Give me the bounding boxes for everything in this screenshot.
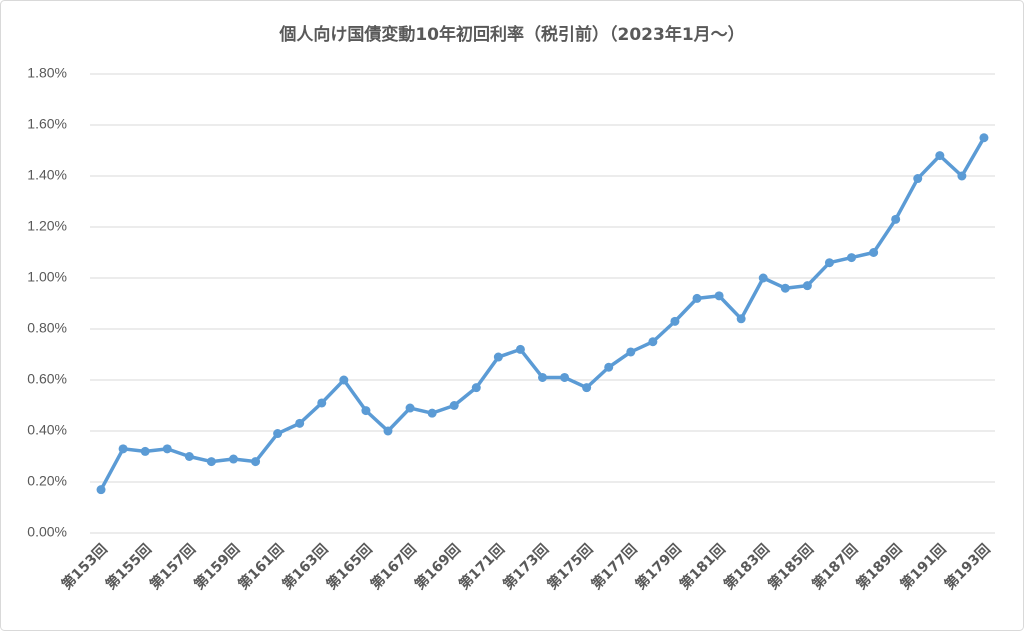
data-point bbox=[560, 372, 570, 382]
data-point bbox=[184, 452, 194, 461]
data-point bbox=[339, 375, 349, 385]
data-point bbox=[714, 291, 724, 301]
data-point bbox=[913, 174, 923, 184]
data-point bbox=[515, 344, 525, 354]
data-point bbox=[847, 253, 857, 263]
y-tick-label: 1.40% bbox=[27, 167, 67, 183]
data-point bbox=[692, 293, 702, 303]
data-point bbox=[449, 401, 459, 410]
data-point bbox=[383, 426, 393, 436]
data-point bbox=[317, 398, 327, 408]
y-tick-label: 1.20% bbox=[27, 218, 67, 234]
data-point bbox=[251, 457, 261, 467]
y-tick-label: 0.00% bbox=[27, 524, 67, 540]
y-tick-label: 0.80% bbox=[27, 320, 67, 336]
data-point bbox=[824, 258, 834, 268]
data-point bbox=[140, 446, 150, 456]
data-point bbox=[427, 408, 437, 418]
data-point bbox=[802, 281, 812, 291]
y-tick-label: 0.40% bbox=[27, 422, 67, 438]
data-point bbox=[736, 314, 746, 324]
data-point bbox=[471, 383, 481, 393]
data-point bbox=[273, 429, 283, 439]
data-point bbox=[538, 372, 547, 382]
data-point bbox=[869, 248, 879, 257]
data-point bbox=[118, 444, 128, 454]
data-point bbox=[626, 347, 636, 357]
data-point bbox=[957, 171, 967, 181]
data-point bbox=[295, 418, 305, 428]
data-point bbox=[206, 457, 216, 467]
data-point bbox=[935, 151, 945, 161]
chart-title: 個人向け国債変動10年初回利率（税引前）（2023年1月～） bbox=[278, 24, 744, 45]
data-point bbox=[780, 283, 790, 293]
data-point bbox=[648, 337, 658, 347]
y-tick-label: 0.60% bbox=[27, 371, 67, 387]
data-point bbox=[162, 444, 172, 454]
y-tick-label: 1.60% bbox=[27, 116, 67, 132]
y-tick-label: 1.00% bbox=[27, 269, 67, 285]
data-point bbox=[228, 454, 238, 464]
data-point bbox=[670, 316, 680, 326]
data-point bbox=[405, 403, 415, 413]
data-point bbox=[979, 133, 989, 143]
y-tick-label: 0.20% bbox=[27, 473, 67, 489]
data-point bbox=[758, 273, 768, 283]
y-tick-label: 1.80% bbox=[27, 65, 67, 81]
data-point bbox=[604, 362, 614, 372]
data-point bbox=[582, 383, 592, 393]
data-point bbox=[493, 352, 503, 362]
data-point bbox=[891, 214, 901, 224]
data-point bbox=[361, 406, 371, 416]
data-point bbox=[96, 485, 106, 495]
